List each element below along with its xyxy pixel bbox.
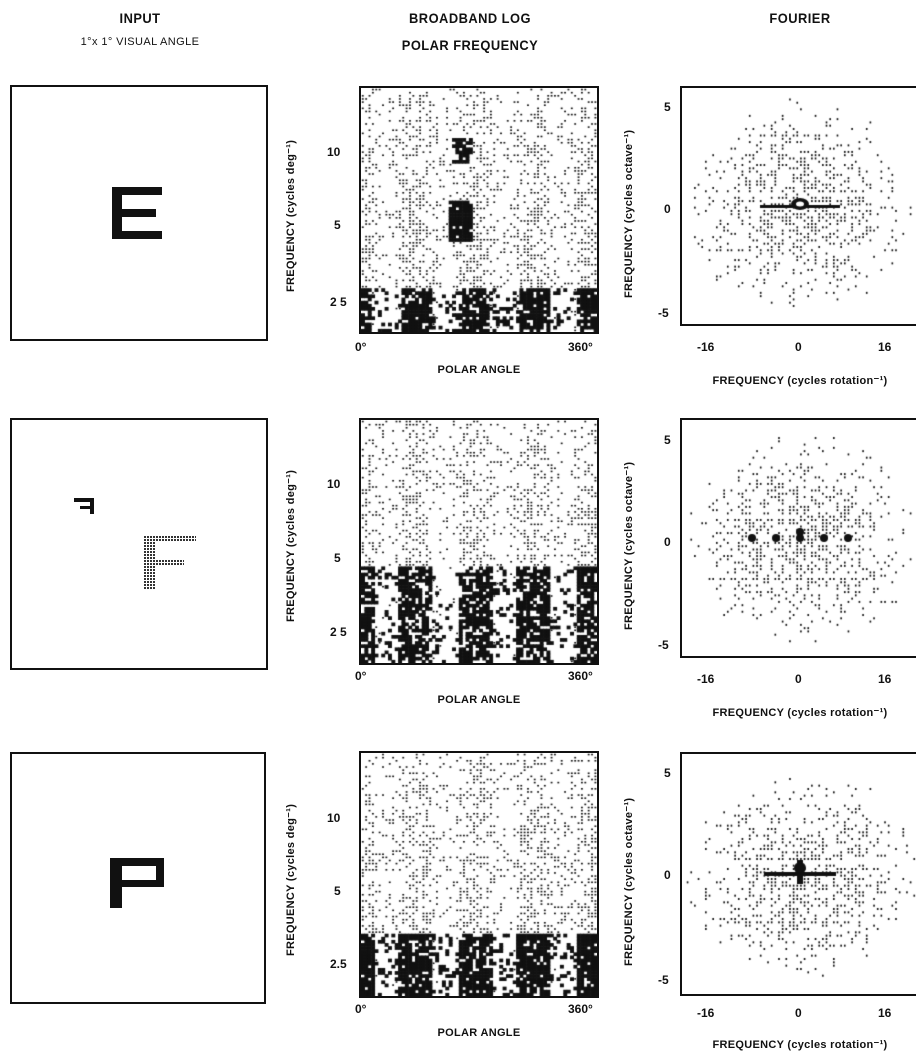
polar-xlabel-f: POLAR ANGLE — [437, 694, 521, 706]
fourier-ytick-0-e: 0 — [664, 202, 671, 216]
polar-column-title-line1: BROADBAND LOG — [409, 10, 531, 26]
fourier-texture — [682, 420, 916, 656]
fourier-ytick-0-p: 0 — [664, 868, 671, 882]
fourier-xlabel-f: FREQUENCY (cycles rotation⁻¹) — [712, 707, 888, 719]
polar-ylabel-p: FREQUENCY (cycles deg⁻¹) — [285, 803, 297, 956]
input-column-title: INPUT — [119, 10, 161, 26]
fourier-plot-p — [680, 752, 916, 996]
input-column-subtitle: 1°x 1° VISUAL ANGLE — [80, 36, 200, 48]
fourier-ylabel-e: FREQUENCY (cycles octave⁻¹) — [623, 129, 635, 298]
fourier-texture — [682, 754, 916, 994]
fourier-ylabel-p: FREQUENCY (cycles octave⁻¹) — [623, 797, 635, 966]
polar-xtick-360-e: 360° — [568, 340, 593, 354]
fourier-xlabel-p: FREQUENCY (cycles rotation⁻¹) — [712, 1039, 888, 1051]
fourier-xtick-16-p: 16 — [878, 1006, 892, 1020]
polar-ytick-10-p: 10 — [327, 811, 341, 825]
polar-ytick-5-f: 5 — [334, 551, 341, 565]
polar-ytick-10-f: 10 — [327, 477, 341, 491]
fourier-xtick-0-f: 0 — [795, 672, 802, 686]
fourier-plot-f — [680, 418, 916, 658]
polar-plot-f — [359, 418, 599, 665]
fourier-xlabel-e: FREQUENCY (cycles rotation⁻¹) — [712, 375, 888, 387]
fourier-column-title: FOURIER — [769, 10, 831, 26]
polar-xtick-0-f: 0° — [355, 669, 367, 683]
input-panel-e — [10, 85, 268, 341]
polar-ytick-25-e: 2 5 — [330, 295, 347, 309]
small-letter-f-image — [74, 498, 96, 520]
polar-texture — [361, 753, 597, 996]
fourier-xtick-0-p: 0 — [795, 1006, 802, 1020]
polar-column-title-line2: POLAR FREQUENCY — [401, 37, 539, 53]
fourier-ytick-m5-p: -5 — [658, 973, 669, 987]
polar-texture — [361, 88, 597, 332]
polar-texture — [361, 420, 597, 663]
input-panel-f — [10, 418, 268, 670]
polar-ytick-5-e: 5 — [334, 218, 341, 232]
polar-xlabel-p: POLAR ANGLE — [437, 1027, 521, 1039]
fourier-xtick-0-e: 0 — [795, 340, 802, 354]
polar-ytick-10-e: 10 — [327, 145, 341, 159]
input-panel-p — [10, 752, 266, 1004]
polar-xtick-360-p: 360° — [568, 1002, 593, 1016]
fourier-texture — [682, 88, 916, 324]
polar-ytick-25-p: 2.5 — [330, 957, 347, 971]
letter-p-image — [110, 858, 168, 910]
polar-xtick-0-p: 0° — [355, 1002, 367, 1016]
letter-e-image — [112, 187, 172, 247]
fourier-ytick-m5-f: -5 — [658, 638, 669, 652]
fourier-ytick-5-f: 5 — [664, 433, 671, 447]
fourier-ytick-5-p: 5 — [664, 766, 671, 780]
polar-xtick-0-e: 0° — [355, 340, 367, 354]
letter-f-image — [144, 536, 200, 592]
fourier-ytick-0-f: 0 — [664, 535, 671, 549]
fourier-xtick-m16-p: -16 — [697, 1006, 715, 1020]
polar-ylabel-f: FREQUENCY (cycles deg⁻¹) — [285, 469, 297, 622]
polar-xtick-360-f: 360° — [568, 669, 593, 683]
fourier-ytick-5-e: 5 — [664, 100, 671, 114]
polar-ytick-25-f: 2 5 — [330, 625, 347, 639]
polar-ytick-5-p: 5 — [334, 884, 341, 898]
polar-plot-p — [359, 751, 599, 998]
fourier-xtick-m16-e: -16 — [697, 340, 715, 354]
fourier-plot-e — [680, 86, 916, 326]
fourier-xtick-m16-f: -16 — [697, 672, 715, 686]
fourier-xtick-16-f: 16 — [878, 672, 892, 686]
fourier-xtick-16-e: 16 — [878, 340, 892, 354]
fourier-ylabel-f: FREQUENCY (cycles octave⁻¹) — [623, 461, 635, 630]
polar-plot-e — [359, 86, 599, 334]
fourier-ytick-m5-e: -5 — [658, 306, 669, 320]
polar-xlabel-e: POLAR ANGLE — [437, 364, 521, 376]
polar-ylabel-e: FREQUENCY (cycles deg⁻¹) — [285, 139, 297, 292]
